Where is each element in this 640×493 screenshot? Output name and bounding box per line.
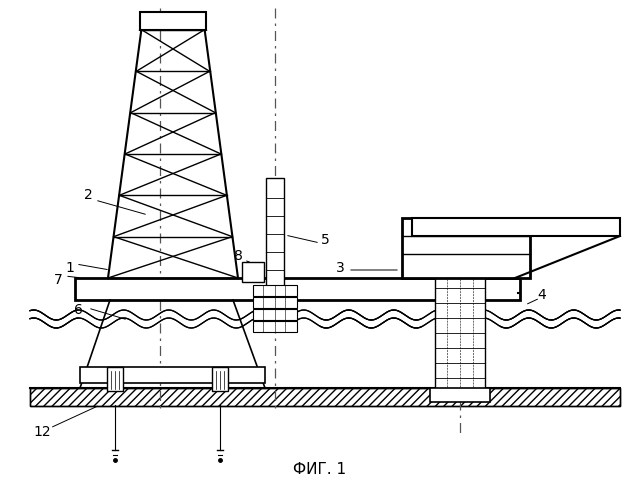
Bar <box>212 367 228 391</box>
Bar <box>242 262 264 282</box>
Bar <box>253 285 297 296</box>
Bar <box>266 178 284 300</box>
Bar <box>412 218 620 236</box>
Bar <box>402 218 530 278</box>
Bar <box>253 321 297 332</box>
Text: 8: 8 <box>234 249 243 263</box>
Text: 6: 6 <box>74 303 83 317</box>
Text: 4: 4 <box>538 288 547 302</box>
Text: 3: 3 <box>335 261 344 275</box>
Text: 1: 1 <box>65 261 74 275</box>
Text: 5: 5 <box>321 233 330 247</box>
Text: 12: 12 <box>33 425 51 439</box>
Bar <box>30 388 620 406</box>
Bar <box>140 12 206 30</box>
Bar <box>80 367 265 383</box>
Bar <box>253 309 297 320</box>
Bar <box>75 278 520 300</box>
Bar <box>253 297 297 308</box>
Bar <box>412 218 620 236</box>
Bar <box>435 273 485 400</box>
Text: ФИГ. 1: ФИГ. 1 <box>293 462 347 478</box>
Bar <box>107 367 123 391</box>
Bar <box>30 388 620 406</box>
Bar <box>430 388 490 402</box>
Text: 2: 2 <box>84 188 92 202</box>
Text: 7: 7 <box>54 273 62 287</box>
